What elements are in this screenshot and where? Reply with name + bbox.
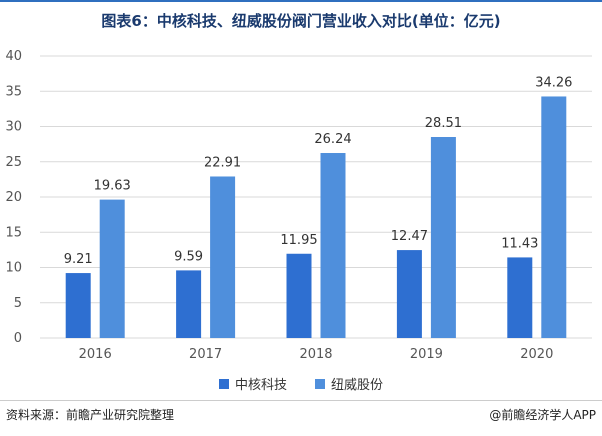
- x-tick-label: 2016: [79, 347, 112, 362]
- bar-chart: 0 5 10 15 20 25 30 35 40 9.21 19.63 2016 9.59 22.91 20…: [5, 49, 592, 362]
- legend: 中核科技 纽威股份: [0, 374, 602, 393]
- bar-series-2-2018: [320, 153, 346, 338]
- data-label: 11.95: [280, 233, 317, 248]
- y-tick-label: 10: [5, 261, 22, 276]
- legend-swatch-series-2: [315, 378, 325, 389]
- legend-swatch-series-1: [218, 378, 229, 389]
- legend-item-series-1: 中核科技: [218, 374, 287, 393]
- bar-series-1-2016: [65, 273, 91, 338]
- data-label: 11.43: [501, 236, 538, 251]
- chart-title: 图表6：中核科技、纽威股份阀门营业收入对比(单位：亿元): [101, 12, 501, 30]
- top-accent-line: [0, 0, 602, 2]
- legend-item-series-2: 纽威股份: [315, 374, 383, 393]
- data-label: 9.59: [174, 249, 203, 264]
- y-tick-label: 5: [14, 296, 22, 311]
- data-label: 22.91: [204, 155, 241, 170]
- bar-series-2-2017: [210, 176, 236, 338]
- footer-divider: [0, 400, 602, 401]
- bar-series-2-2016: [99, 199, 125, 338]
- y-tick-label: 40: [5, 49, 22, 64]
- data-label: 26.24: [314, 132, 351, 147]
- x-tick-label: 2017: [189, 347, 222, 362]
- brand-note: @前瞻经济学人APP: [489, 408, 596, 422]
- y-tick-label: 15: [5, 225, 22, 240]
- bar-series-2-2020: [541, 96, 567, 338]
- y-tick-label: 20: [5, 190, 22, 205]
- y-tick-label: 30: [5, 120, 22, 135]
- bar-series-2-2019: [430, 137, 456, 338]
- bar-series-1-2017: [176, 270, 202, 338]
- x-tick-label: 2020: [520, 347, 553, 362]
- data-label: 34.26: [535, 75, 572, 90]
- legend-label-series-1: 中核科技: [234, 378, 287, 393]
- y-tick-label: 35: [5, 84, 22, 99]
- x-tick-label: 2018: [299, 347, 332, 362]
- y-tick-label: 25: [5, 155, 22, 170]
- bar-series-1-2018: [286, 253, 312, 338]
- legend-label-series-2: 纽威股份: [331, 378, 384, 393]
- data-label: 12.47: [391, 229, 428, 244]
- data-label: 19.63: [94, 179, 131, 194]
- bar-series-1-2019: [396, 250, 422, 338]
- data-label: 9.21: [64, 252, 93, 267]
- y-tick-label: 0: [14, 331, 22, 346]
- data-label: 28.51: [425, 116, 462, 131]
- source-note: 资料来源：前瞻产业研究院整理: [6, 408, 175, 422]
- x-tick-label: 2019: [410, 347, 443, 362]
- bar-series-1-2020: [507, 257, 533, 338]
